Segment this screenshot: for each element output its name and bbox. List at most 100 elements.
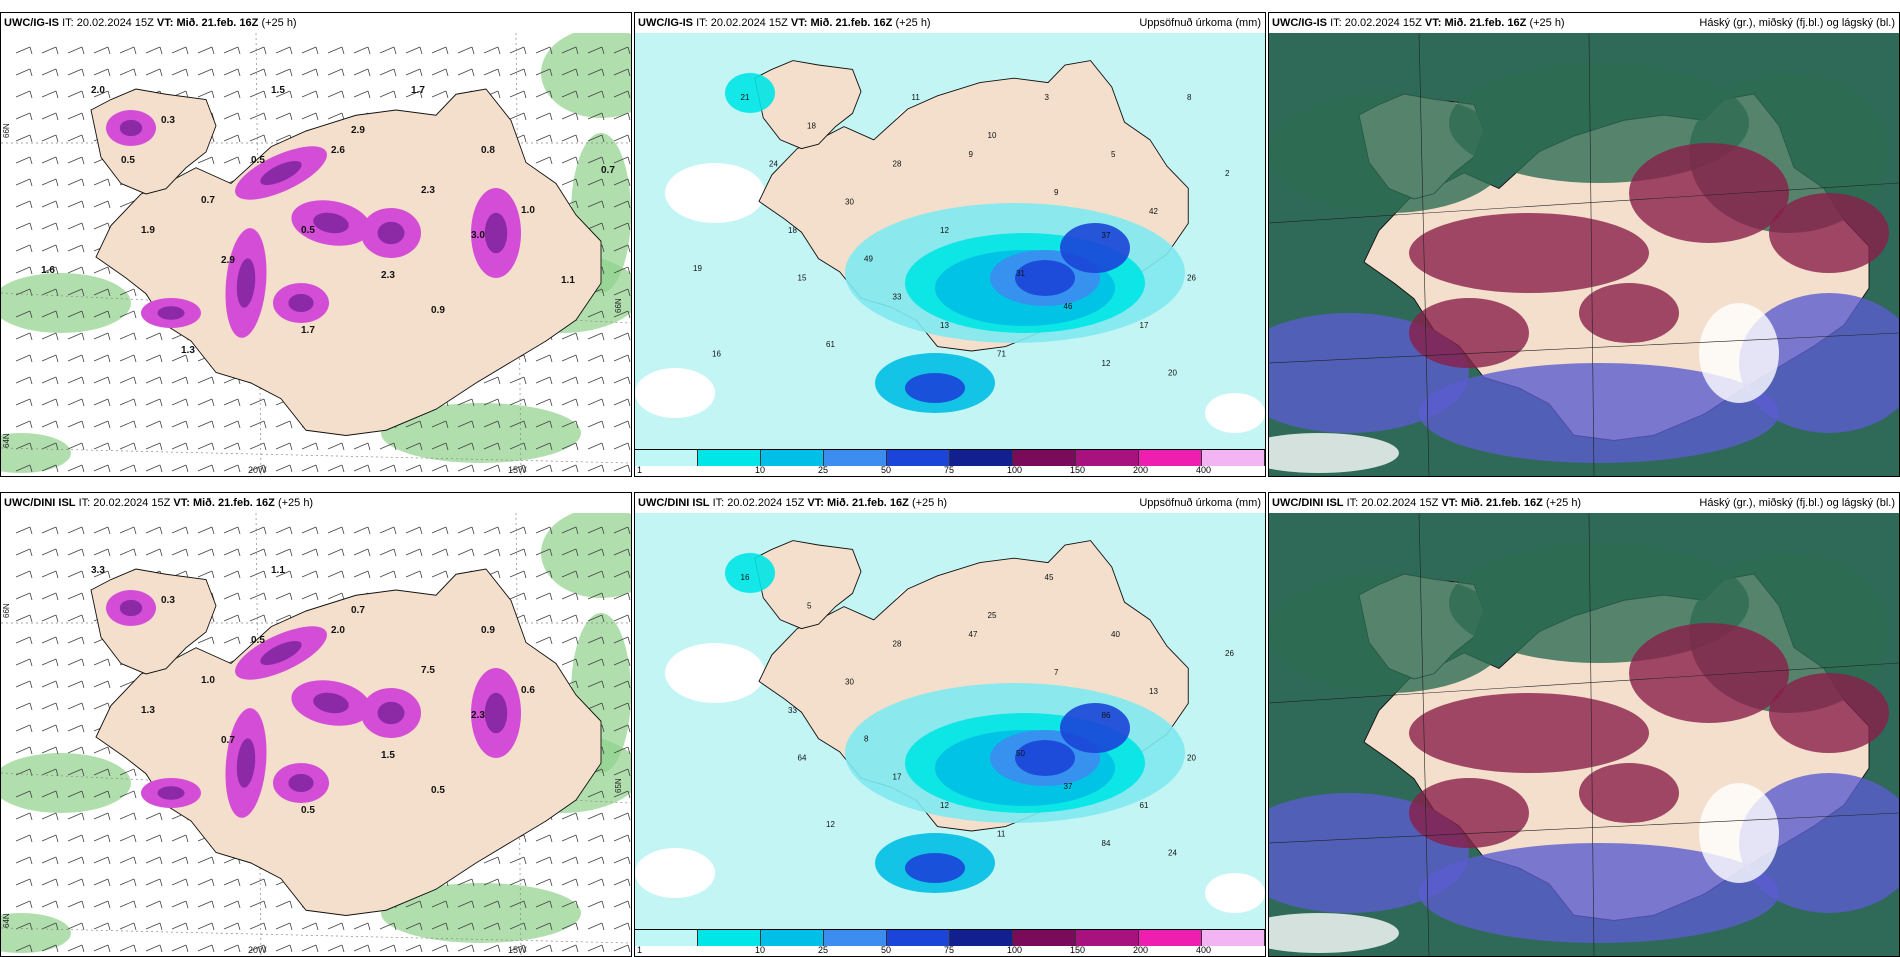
wind-barb (483, 464, 499, 472)
legend-color-cell (824, 450, 887, 466)
wind-barb-tick (55, 200, 59, 209)
wind-barb-tick (627, 200, 631, 209)
mid-map-panel-2: UWC/DINI ISL IT: 20.02.2024 15Z VT: Mið.… (634, 492, 1266, 957)
wind-barb (15, 442, 31, 450)
wind-barb-tick (133, 812, 137, 821)
wind-barb (145, 812, 161, 820)
wind-barb-tick (497, 464, 501, 473)
wind-barb-tick (575, 200, 579, 209)
wind-barb (301, 526, 317, 534)
precip-value-label: 28 (893, 640, 902, 649)
wind-barb (327, 464, 343, 472)
wind-barb-tick (55, 112, 59, 121)
wind-barb-tick (523, 614, 527, 623)
wind-barb (483, 526, 499, 534)
wind-barb-tick (107, 658, 111, 667)
wind-barb-tick (523, 354, 527, 363)
wind-barb (587, 878, 603, 886)
precip-core (313, 692, 349, 714)
graticule-line (1588, 513, 1595, 956)
wind-barb-tick (627, 592, 631, 601)
wind-barb (93, 332, 109, 340)
cloud-layer (1419, 843, 1779, 943)
wind-barb (223, 636, 239, 644)
wind-barb-tick (497, 46, 501, 55)
wind-barb (535, 156, 551, 164)
wind-barb (587, 46, 603, 54)
wind-barb-tick (29, 376, 33, 385)
wind-barb (93, 658, 109, 666)
wind-barb-tick (523, 398, 527, 407)
wind-barb-tick (211, 156, 215, 165)
wind-barb-tick (107, 570, 111, 579)
wind-barb-tick (211, 856, 215, 865)
wind-barb-tick (81, 442, 85, 451)
precip-value-label: 0.9 (431, 305, 445, 316)
wind-barb (587, 658, 603, 666)
wind-barb-tick (55, 398, 59, 407)
wind-barb-tick (627, 724, 631, 733)
longitude-label: 20W (248, 945, 267, 955)
wind-barb (119, 398, 135, 406)
wind-barb (67, 680, 83, 688)
wind-barb (353, 68, 369, 76)
wind-barb-tick (263, 922, 267, 931)
wind-barb-tick (81, 354, 85, 363)
wind-barb (15, 464, 31, 472)
wind-barb-tick (471, 548, 475, 557)
wind-barb-tick (627, 702, 631, 711)
wind-barb-tick (549, 420, 553, 429)
wind-barb-tick (289, 548, 293, 557)
wind-barb (15, 68, 31, 76)
precip-value-label: 7.5 (421, 665, 435, 676)
wind-barb (587, 178, 603, 186)
wind-barb-tick (419, 420, 423, 429)
wind-barb-tick (81, 548, 85, 557)
wind-barb-tick (55, 724, 59, 733)
wind-barb-tick (601, 178, 605, 187)
wind-barb-tick (471, 526, 475, 535)
legend-ticks: 1 10 25 50 75 100 150 200 400 (635, 465, 1265, 476)
wind-barb (67, 526, 83, 534)
wind-barb-tick (211, 420, 215, 429)
wind-barb (119, 548, 135, 556)
precip-value-label: 15 (798, 274, 807, 283)
wind-barb (67, 200, 83, 208)
wind-barb (613, 112, 629, 120)
legend-tick-label: 200 (1133, 945, 1149, 955)
wind-barb-tick (81, 376, 85, 385)
precip-legend: 1 10 25 50 75 100 150 200 400 (635, 929, 1265, 956)
legend-color-cell (824, 930, 887, 946)
legend-color-cell (1139, 450, 1202, 466)
wind-barb (561, 658, 577, 666)
wind-barb (613, 878, 629, 886)
wind-barb (561, 526, 577, 534)
wind-barb-tick (627, 680, 631, 689)
wind-barb (587, 464, 603, 472)
wind-barb (561, 134, 577, 142)
legend-color-cell (761, 450, 824, 466)
wind-barb-tick (601, 834, 605, 843)
wind-barb-tick (523, 900, 527, 909)
wind-barb-tick (445, 46, 449, 55)
wind-barb (197, 442, 213, 450)
wind-barb (509, 922, 525, 930)
wind-barb-tick (367, 922, 371, 931)
wind-barb (327, 442, 343, 450)
wind-barb (171, 46, 187, 54)
wind-barb-tick (471, 922, 475, 931)
wind-barb-tick (523, 548, 527, 557)
wind-barb (457, 526, 473, 534)
wind-barb (457, 46, 473, 54)
wind-barb-tick (237, 900, 241, 909)
wind-barb-tick (55, 680, 59, 689)
wind-barb (67, 134, 83, 142)
precip-value-label: 8 (864, 735, 869, 744)
wind-barb-tick (263, 90, 267, 99)
precip-shading (1060, 703, 1130, 753)
wind-barb-tick (627, 244, 631, 253)
legend-color-cell (1202, 450, 1265, 466)
wind-barb (613, 200, 629, 208)
wind-barb-tick (55, 614, 59, 623)
precip-value-label: 1.0 (521, 205, 535, 216)
